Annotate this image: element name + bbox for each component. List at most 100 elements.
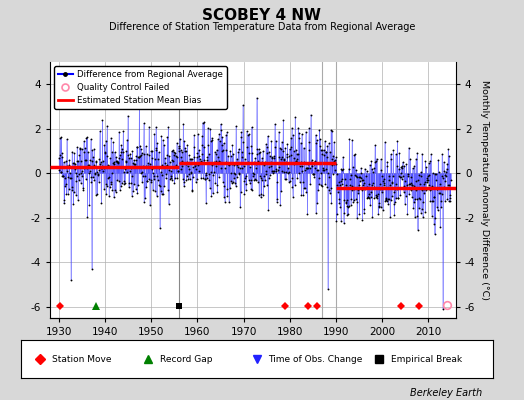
Point — [174, 168, 182, 174]
Point — [129, 160, 138, 167]
Point — [405, 181, 413, 188]
Point — [400, 182, 408, 189]
Point — [195, 156, 204, 162]
Point — [189, 154, 198, 161]
Point — [372, 192, 380, 198]
Point — [318, 183, 326, 190]
Point — [160, 164, 168, 170]
Point — [238, 154, 247, 160]
Point — [245, 131, 253, 138]
Point — [232, 123, 240, 129]
Point — [285, 168, 293, 175]
Point — [243, 128, 251, 134]
Point — [347, 183, 356, 189]
Point — [261, 167, 270, 174]
Point — [179, 120, 188, 127]
Point — [64, 162, 73, 168]
Point — [175, 148, 183, 155]
Point — [309, 171, 317, 177]
Point — [176, 135, 184, 142]
Point — [234, 164, 242, 171]
Point — [138, 168, 147, 175]
Point — [163, 151, 171, 158]
Text: Station Move: Station Move — [51, 354, 111, 364]
Point — [353, 215, 361, 221]
Point — [210, 160, 218, 166]
Point — [334, 189, 342, 195]
Point — [71, 161, 79, 167]
Point — [249, 169, 257, 176]
Point — [125, 184, 133, 190]
Point — [102, 137, 110, 144]
Point — [398, 165, 406, 172]
Point — [202, 174, 211, 181]
Point — [362, 185, 370, 191]
Point — [387, 197, 396, 203]
Point — [310, 174, 319, 180]
Point — [240, 178, 248, 184]
Point — [124, 112, 132, 119]
Point — [409, 183, 418, 189]
Point — [245, 150, 254, 156]
Point — [381, 197, 390, 204]
Point — [307, 111, 315, 118]
Point — [146, 176, 155, 183]
Point — [70, 189, 78, 196]
Point — [280, 155, 288, 162]
Point — [144, 163, 152, 170]
Point — [161, 175, 170, 182]
Point — [438, 151, 446, 158]
Point — [388, 180, 396, 186]
Point — [201, 175, 209, 182]
Point — [263, 182, 271, 188]
Point — [136, 142, 144, 149]
Point — [413, 150, 421, 156]
Point — [109, 139, 117, 146]
Point — [282, 151, 291, 158]
Point — [374, 211, 383, 217]
Point — [77, 170, 85, 176]
Point — [133, 143, 141, 150]
Point — [135, 154, 143, 160]
Point — [335, 200, 344, 206]
Point — [353, 199, 362, 206]
Point — [444, 146, 452, 152]
Point — [77, 158, 85, 164]
Point — [426, 158, 434, 164]
Point — [343, 203, 352, 209]
Point — [282, 169, 290, 176]
Point — [97, 200, 105, 206]
Text: Time of Obs. Change: Time of Obs. Change — [268, 354, 363, 364]
Point — [158, 161, 167, 168]
Point — [332, 218, 341, 224]
Point — [208, 137, 216, 143]
Point — [106, 155, 114, 161]
Point — [291, 158, 300, 164]
Point — [361, 186, 369, 192]
Text: SCOBEY 4 NW: SCOBEY 4 NW — [202, 8, 322, 24]
Point — [179, 179, 188, 186]
Point — [349, 198, 357, 205]
Point — [299, 144, 308, 151]
Point — [84, 148, 92, 155]
Point — [306, 181, 314, 188]
Point — [179, 176, 187, 182]
Point — [63, 191, 72, 197]
Point — [224, 161, 233, 167]
Point — [167, 173, 175, 180]
Point — [333, 171, 341, 178]
Point — [293, 156, 301, 162]
Point — [427, 151, 435, 158]
Point — [194, 152, 203, 159]
Point — [136, 153, 144, 160]
Point — [271, 144, 279, 150]
Point — [80, 148, 88, 155]
Point — [420, 190, 429, 196]
Point — [194, 131, 202, 138]
Point — [205, 177, 213, 184]
Point — [144, 160, 152, 166]
Point — [439, 174, 447, 181]
Point — [380, 180, 388, 186]
Point — [92, 159, 101, 165]
Point — [354, 187, 363, 193]
